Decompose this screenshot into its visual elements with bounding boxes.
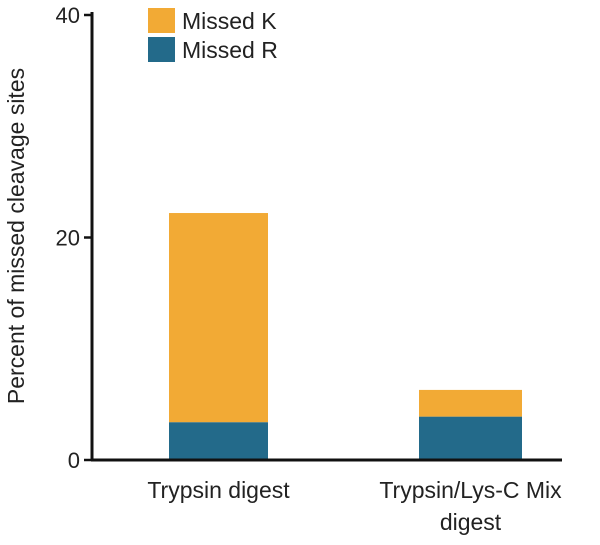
legend-swatch-missed-k bbox=[148, 8, 175, 33]
y-tick-label: 40 bbox=[56, 3, 80, 28]
x-category-label: digest bbox=[440, 509, 502, 535]
x-category-label: Trypsin digest bbox=[147, 477, 290, 503]
y-tick-label: 20 bbox=[56, 226, 80, 251]
legend-label-missed-r: Missed R bbox=[182, 37, 278, 63]
y-tick-label: 0 bbox=[68, 448, 80, 473]
x-category-label: Trypsin/Lys-C Mix bbox=[379, 477, 562, 503]
bar-missed-k-1 bbox=[419, 389, 522, 417]
y-axis-label: Percent of missed cleavage sites bbox=[3, 68, 29, 404]
x-categories: Trypsin digest Trypsin/Lys-C Mix digest bbox=[147, 477, 562, 535]
bar-missed-k-0 bbox=[169, 213, 268, 423]
legend: Missed K Missed R bbox=[148, 8, 278, 63]
bar-missed-r-0 bbox=[169, 422, 268, 460]
bars bbox=[169, 213, 522, 460]
legend-swatch-missed-r bbox=[148, 37, 175, 62]
y-ticks: 0 20 40 bbox=[56, 3, 92, 473]
legend-label-missed-k: Missed K bbox=[182, 8, 277, 34]
bar-missed-r-1 bbox=[419, 416, 522, 460]
